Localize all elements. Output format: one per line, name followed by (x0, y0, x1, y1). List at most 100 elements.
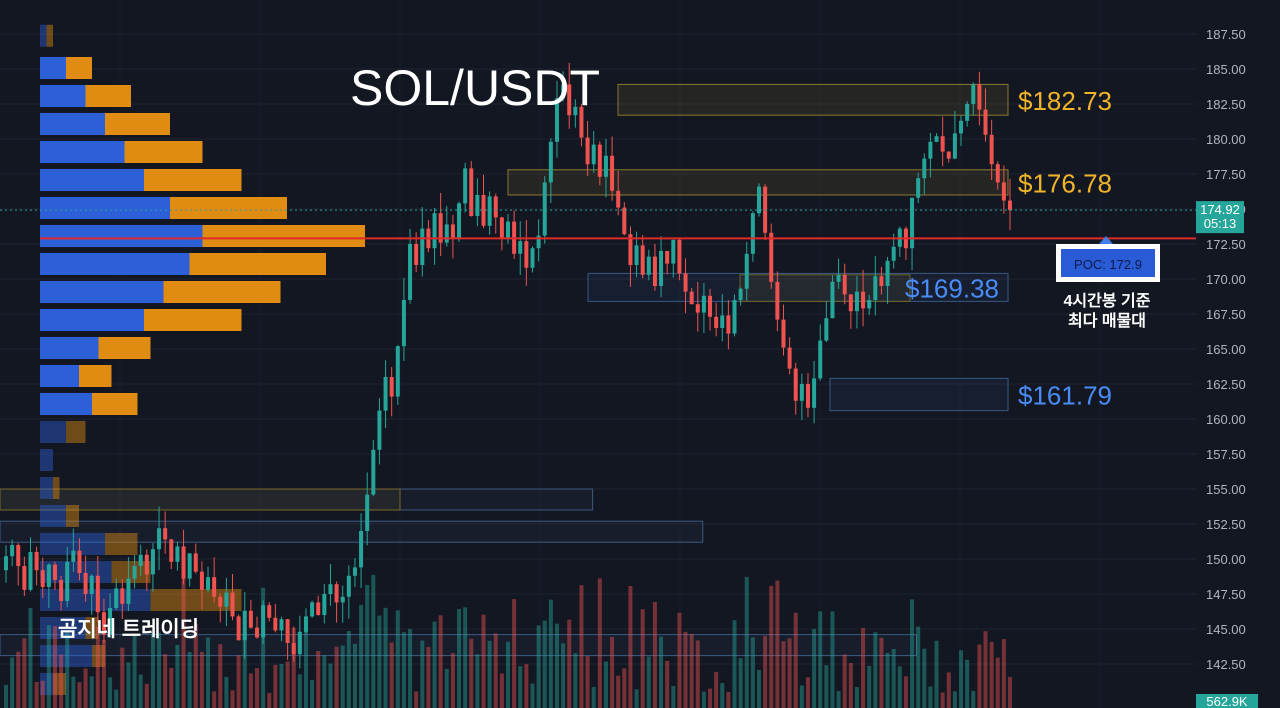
candle-body (59, 580, 64, 601)
volume-bar (836, 690, 841, 708)
volume-bar (187, 651, 192, 708)
candle-body (297, 631, 302, 655)
last-price-badge: 174.92 05:13 (1196, 201, 1244, 234)
candle-body (750, 213, 755, 254)
volume-bar (199, 651, 204, 708)
candle-body (726, 315, 731, 334)
poc-note-line1: 4시간봉 기준 (1064, 292, 1151, 310)
volume-bar (910, 599, 915, 708)
level-zone (829, 377, 1009, 412)
volume-bar (818, 611, 823, 708)
candle-body (77, 550, 82, 573)
candle-body (389, 377, 394, 397)
volume-bar (444, 668, 449, 708)
volume-bar (530, 683, 535, 708)
volume-bar (322, 655, 327, 708)
volume-bar (573, 653, 578, 708)
volume-bar (365, 584, 370, 708)
volume-bar (389, 642, 394, 708)
volume-bar (359, 604, 364, 708)
candle-body (738, 288, 743, 300)
vp-buy-bar (40, 281, 164, 303)
volume-bar (303, 631, 308, 708)
candle-body (181, 546, 186, 579)
y-tick-label: 157.50 (1206, 447, 1246, 462)
vp-sell-bar (98, 337, 151, 359)
volume-bar (4, 684, 8, 708)
volume-bar (383, 607, 388, 708)
vp-buy-bar (40, 113, 105, 135)
candle-body (224, 592, 229, 607)
volume-bar (738, 658, 743, 708)
candle-body (444, 224, 449, 243)
candle-body (52, 564, 57, 580)
candle-body (377, 410, 382, 450)
volume-bar (695, 640, 700, 708)
y-tick-label: 150.00 (1206, 552, 1246, 567)
vp-sell-bar (111, 561, 151, 583)
volume-bar (965, 659, 970, 708)
candle-body (395, 346, 400, 397)
candle-body (212, 577, 217, 597)
y-tick-label: 162.50 (1206, 377, 1246, 392)
candle-body (965, 104, 970, 121)
volume-bar (591, 686, 596, 708)
candle-body (854, 291, 859, 312)
volume-bar (579, 585, 584, 708)
volume-bar (414, 691, 419, 708)
volume-bar (512, 599, 517, 708)
volume-bar (891, 648, 896, 708)
candle-body (401, 300, 406, 347)
volume-bar (542, 620, 547, 708)
candle-body (567, 84, 572, 116)
volume-bar (1001, 639, 1006, 708)
volume-bar (377, 615, 382, 708)
volume-bar (77, 682, 82, 708)
volume-bar (677, 612, 682, 708)
volume-bar (144, 683, 149, 708)
candle-body (144, 554, 149, 575)
candle-body (701, 295, 706, 313)
candle-body (677, 239, 682, 274)
vp-buy-bar (40, 253, 190, 275)
volume-bar (334, 646, 339, 708)
volume-bar (181, 576, 186, 708)
level-zone (587, 272, 1009, 302)
vp-sell-bar (105, 533, 138, 555)
volume-bar (236, 655, 241, 708)
volume-bar (830, 611, 835, 708)
candle-body (408, 244, 413, 300)
candle-body (646, 256, 651, 275)
volume-bar (824, 665, 829, 708)
candle-body (371, 449, 376, 495)
candle-body (206, 577, 211, 590)
watermark-text: 곰지네 트레이딩 (58, 618, 199, 641)
candle-body (28, 552, 33, 590)
candle-body (481, 195, 486, 226)
candle-body (463, 168, 468, 204)
candle-body (457, 203, 462, 239)
candle-body (169, 539, 174, 562)
volume-bar (536, 625, 541, 708)
candle-body (1001, 182, 1006, 201)
volume-bar (352, 643, 357, 708)
volume-bar (52, 626, 57, 708)
volume-bar (848, 662, 853, 708)
volume-bar (787, 638, 792, 708)
candle-body (487, 196, 492, 226)
candle-body (714, 316, 719, 328)
volume-bar (971, 690, 976, 708)
candle-body (469, 168, 474, 216)
volume-bar (108, 677, 113, 708)
candle-body (952, 133, 957, 159)
volume-bar (261, 587, 266, 708)
poc-label: POC: 172.9 (1074, 257, 1142, 272)
volume-bar (977, 644, 982, 708)
y-tick-label: 172.50 (1206, 237, 1246, 252)
volume-bar (916, 626, 921, 708)
vp-sell-bar (85, 85, 131, 107)
level-zone (617, 83, 1009, 116)
candle-body (971, 84, 976, 104)
candle-body (4, 556, 8, 571)
